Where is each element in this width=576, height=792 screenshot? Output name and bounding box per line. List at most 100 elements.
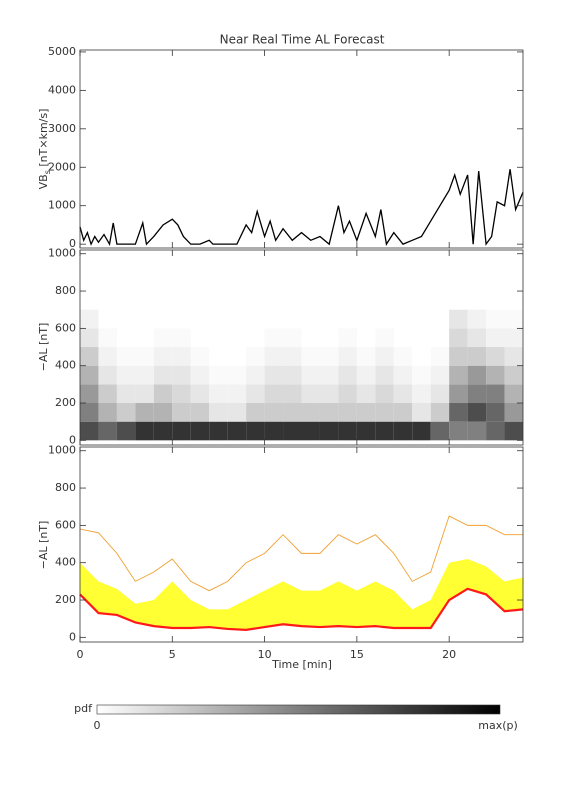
y-label-unit: [nT×km/s] [37, 109, 50, 171]
pdf-cell [467, 328, 487, 348]
pdf-cell [264, 403, 284, 422]
pdf-cell [283, 384, 302, 404]
pdf-cell [209, 365, 228, 385]
pdf-cell [283, 328, 302, 348]
pdf-cell [227, 384, 247, 404]
y-tick-label: 5000 [48, 45, 76, 58]
colorbar-max: max(p) [478, 719, 518, 732]
pdf-cell [486, 384, 505, 404]
pdf-cell [172, 421, 191, 441]
pdf-cell [430, 365, 450, 385]
pdf-cell [393, 365, 413, 385]
pdf-cell [356, 365, 376, 385]
pdf-cell [486, 328, 505, 348]
pdf-cell [190, 365, 210, 385]
pdf-cell [209, 384, 228, 404]
colorbar-label: pdf [74, 702, 93, 715]
pdf-cell [301, 421, 320, 441]
pdf-cell [135, 421, 154, 441]
pdf-cell [356, 384, 376, 404]
y-tick-label: 3000 [48, 122, 76, 135]
pdf-cell [449, 309, 468, 329]
pdf-cell [80, 347, 99, 366]
pdf-cell [449, 365, 468, 385]
pdf-cell [283, 347, 302, 366]
pdf-cell [449, 328, 468, 348]
pdf-cell [190, 421, 210, 441]
pdf-cell [301, 384, 320, 404]
pdf-cell [393, 347, 413, 366]
pdf-cell [504, 421, 523, 441]
y-tick-label: 4000 [48, 83, 76, 96]
pdf-cell [430, 384, 450, 404]
pdf-cell [153, 403, 173, 422]
data-line [79, 169, 524, 247]
pdf-cell [135, 347, 154, 366]
pdf-cell [504, 365, 523, 385]
pdf-cell [356, 403, 376, 422]
y-tick-label: 0 [69, 433, 76, 446]
pdf-cell [319, 403, 339, 422]
pdf-cell [412, 365, 431, 385]
pdf-cell [412, 403, 431, 422]
pdf-cell [153, 365, 173, 385]
pdf-cell [338, 365, 357, 385]
pdf-cell [246, 365, 265, 385]
y-tick-label: 800 [55, 481, 76, 494]
pdf-cell [98, 328, 117, 348]
pdf-cell [116, 403, 136, 422]
pdf-cell [227, 365, 247, 385]
pdf-cell [116, 384, 136, 404]
x-tick-label: 10 [258, 648, 272, 661]
pdf-cell [375, 328, 394, 348]
pdf-cell [504, 384, 523, 404]
pdf-cell [283, 403, 302, 422]
pdf-cell [246, 384, 265, 404]
pdf-cell [486, 365, 505, 385]
pdf-cell [98, 403, 117, 422]
pdf-cell [172, 328, 191, 348]
pdf-cell [116, 421, 136, 441]
pdf-cell [430, 347, 450, 366]
pdf-cell [283, 421, 302, 441]
y-tick-label: 800 [55, 284, 76, 297]
y-tick-label: 600 [55, 321, 76, 334]
pdf-cell [430, 403, 450, 422]
pdf-cell [80, 421, 99, 441]
pdf-cell [264, 421, 284, 441]
pdf-cell [319, 347, 339, 366]
y-axis-label: −AL [nT] [37, 323, 50, 372]
pdf-cell [283, 365, 302, 385]
pdf-cell [467, 421, 487, 441]
pdf-cell [153, 328, 173, 348]
pdf-cell [504, 347, 523, 366]
y-tick-label: 2000 [48, 160, 76, 173]
pdf-cell [449, 403, 468, 422]
y-tick-label: 1000 [48, 199, 76, 212]
pdf-cell [393, 403, 413, 422]
y-tick-label: 200 [55, 593, 76, 606]
x-tick-label: 15 [350, 648, 364, 661]
y-axis-label: VBs [nT×km/s] [37, 109, 52, 190]
plot-frame [79, 249, 524, 446]
pdf-cell [264, 347, 284, 366]
pdf-cell [393, 421, 413, 441]
pdf-cell [486, 347, 505, 366]
pdf-cell [98, 347, 117, 366]
pdf-cell [338, 403, 357, 422]
pdf-cell [467, 309, 487, 329]
pdf-cell [412, 384, 431, 404]
x-axis-label: Time [min] [271, 658, 332, 671]
pdf-cell [190, 384, 210, 404]
plot-frame [79, 49, 524, 249]
pdf-cell [504, 403, 523, 422]
y-tick-label: 200 [55, 396, 76, 409]
pdf-cell [153, 421, 173, 441]
pdf-cell [449, 384, 468, 404]
pdf-cell [301, 347, 320, 366]
pdf-cell [80, 309, 99, 329]
pdf-cell [356, 347, 376, 366]
x-tick-label: 5 [169, 648, 176, 661]
colorbar-min: 0 [94, 719, 101, 732]
